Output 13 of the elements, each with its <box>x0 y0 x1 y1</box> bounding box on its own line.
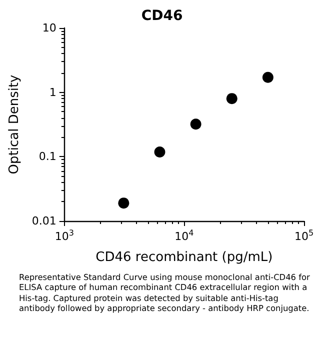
point <box>262 72 274 83</box>
point <box>226 93 238 104</box>
y-tick-label: 1 <box>49 86 56 99</box>
point <box>190 118 202 130</box>
x-axis-title: CD46 recombinant (pg/mL) <box>96 250 273 265</box>
y-tick-label: 10 <box>42 22 56 34</box>
y-tick-label: 0.01 <box>32 214 56 228</box>
point <box>118 198 130 209</box>
chart-title: CD46 <box>141 8 183 24</box>
y-axis-title: Optical Density <box>7 74 22 174</box>
y-tick-label: 0.1 <box>38 150 56 164</box>
point <box>154 146 166 158</box>
text: Representative Standard Curve using mouse monoclonal anti-CD46 for ELISA capture of human recombinant CD46 extracellular region with a His-tag. Captured protein was detected by suitable anti-His-tag antibody followed by appropriate secondary - antibody HRP conjugate. <box>19 272 311 314</box>
